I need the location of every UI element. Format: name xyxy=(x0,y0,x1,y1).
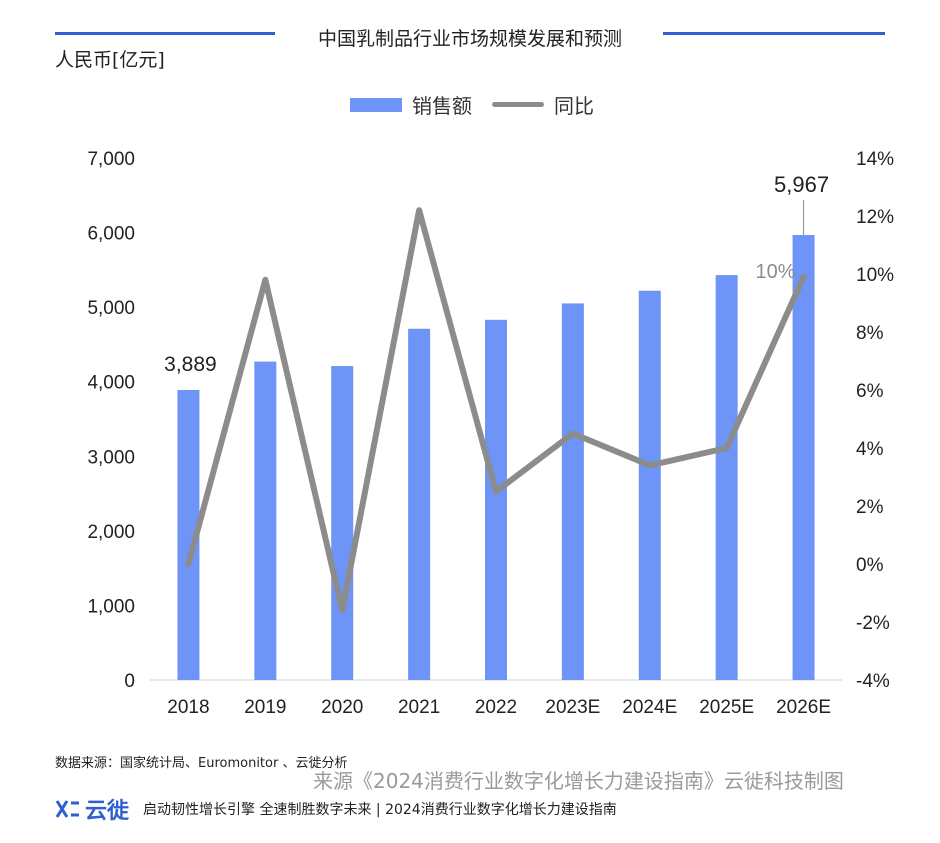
right-tick-label: 12% xyxy=(856,207,894,228)
x-tick-label: 2025E xyxy=(699,697,754,718)
x-tick-label: 2021 xyxy=(398,697,440,718)
yoy-label-2026e: 10% xyxy=(756,261,796,283)
brand-logo: 云徙 xyxy=(55,793,129,825)
bar xyxy=(408,328,431,680)
legend-bar-label: 销售额 xyxy=(412,94,472,118)
left-tick-label: 7,000 xyxy=(87,149,135,170)
data-source: 数据来源：国家统计局、Euromonitor 、云徙分析 xyxy=(55,756,348,771)
legend-bar-swatch xyxy=(350,97,402,112)
legend-line-swatch xyxy=(492,102,544,107)
x-tick-label: 2018 xyxy=(167,697,209,718)
right-tick-label: -2% xyxy=(856,613,890,634)
title-line-right xyxy=(663,32,885,35)
bar xyxy=(792,235,815,680)
left-tick-label: 1,000 xyxy=(87,596,135,617)
bar xyxy=(561,303,584,680)
right-tick-label: 0% xyxy=(856,555,884,576)
x-tick-label: 2023E xyxy=(545,697,600,718)
left-tick-label: 5,000 xyxy=(87,298,135,319)
bar xyxy=(254,361,277,680)
left-tick-label: 2,000 xyxy=(87,522,135,543)
left-tick-label: 6,000 xyxy=(87,224,135,245)
watermark: 来源《2024消费行业数字化增长力建设指南》云徙科技制图 xyxy=(313,769,844,793)
x-tick-label: 2024E xyxy=(622,697,677,718)
right-tick-label: 2% xyxy=(856,497,884,518)
left-tick-label: 3,000 xyxy=(87,447,135,468)
right-tick-label: 8% xyxy=(856,323,884,344)
x-tick-label: 2020 xyxy=(321,697,363,718)
left-axis-unit: 人民币[亿元] xyxy=(55,49,165,71)
right-tick-label: 6% xyxy=(856,381,884,402)
footer-slogan: 启动韧性增长引擎 全速制胜数字未来 | 2024消费行业数字化增长力建设指南 xyxy=(143,802,617,818)
left-tick-label: 0 xyxy=(124,671,135,692)
bar xyxy=(485,319,507,680)
chart-title: 中国乳制品行业市场规模发展和预测 xyxy=(317,28,622,50)
footer: 云徙 启动韧性增长引擎 全速制胜数字未来 | 2024消费行业数字化增长力建设指… xyxy=(55,793,617,825)
legend: 销售额 同比 xyxy=(350,90,594,119)
bar xyxy=(638,290,661,680)
right-tick-label: -4% xyxy=(856,671,890,692)
right-tick-label: 4% xyxy=(856,439,884,460)
bar xyxy=(331,366,354,680)
legend-line-label: 同比 xyxy=(554,94,594,118)
right-tick-label: 10% xyxy=(856,265,894,286)
right-tick-label: 14% xyxy=(856,149,894,170)
bar xyxy=(715,275,738,680)
combo-chart: 0 1,000 2,000 3,000 4,000 5,000 6,000 7,000 -4% -… xyxy=(87,149,894,718)
x-tick-label: 2026E xyxy=(776,697,831,718)
brand-name: 云徙 xyxy=(85,799,130,824)
x-tick-label: 2019 xyxy=(244,697,286,718)
title-line-left xyxy=(55,32,275,35)
left-tick-label: 4,000 xyxy=(87,373,135,394)
data-label-2018: 3,889 xyxy=(164,353,217,376)
x-tick-label: 2022 xyxy=(475,697,517,718)
brand-mark-icon xyxy=(55,800,79,818)
data-label-2026e: 5,967 xyxy=(774,172,829,197)
bar xyxy=(177,389,200,680)
